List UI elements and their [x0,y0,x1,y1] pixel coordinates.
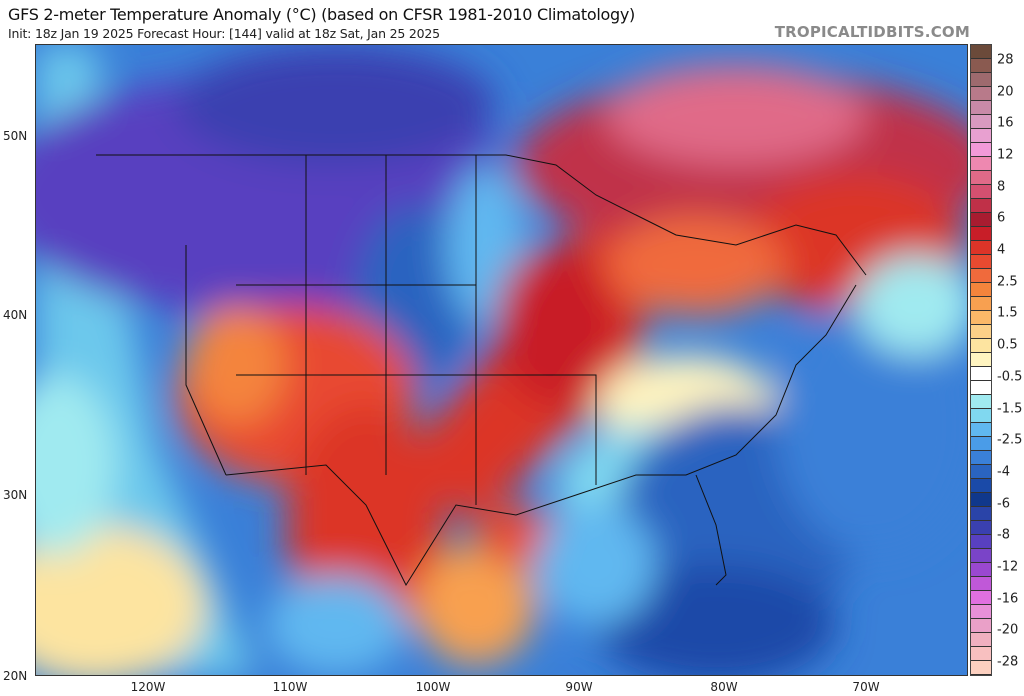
colorbar-segment [971,619,991,633]
colorbar-label: -2.5 [997,432,1023,448]
colorbar-segment [971,605,991,619]
colorbar-segment [971,143,991,157]
colorbar [970,44,992,676]
colorbar-segment [971,297,991,311]
colorbar-segment [971,157,991,171]
colorbar-segment [971,339,991,353]
lat-label-20n: 20N [3,669,28,683]
colorbar-segment [971,507,991,521]
colorbar-segment [971,353,991,367]
lat-label-50n: 50N [3,129,28,143]
lon-label-110w: 110W [272,680,308,694]
colorbar-label: -0.5 [997,369,1023,385]
colorbar-segment [971,661,991,675]
lon-label-90w: 90W [565,680,593,694]
colorbar-segment [971,115,991,129]
colorbar-segment [971,367,991,381]
colorbar-segment [971,423,991,437]
colorbar-segment [971,479,991,493]
colorbar-segment [971,535,991,549]
colorbar-segment [971,325,991,339]
colorbar-segment [971,87,991,101]
chart-title: GFS 2-meter Temperature Anomaly (°C) (ba… [8,5,635,24]
colorbar-segment [971,311,991,325]
colorbar-segment [971,633,991,647]
temperature-anomaly-map [35,44,968,676]
colorbar-label: -28 [997,654,1019,670]
political-borders [96,154,867,587]
colorbar-label: -1.5 [997,401,1023,417]
colorbar-label: 4 [997,242,1006,258]
map-field [36,45,967,675]
colorbar-segment [971,241,991,255]
colorbar-segment [971,549,991,563]
colorbar-segment [971,493,991,507]
colorbar-segment [971,577,991,591]
colorbar-label: 0.5 [997,337,1018,353]
lon-label-120w: 120W [130,680,166,694]
colorbar-label: 28 [997,52,1014,68]
colorbar-segment [971,255,991,269]
colorbar-segment [971,59,991,73]
chart-subtitle: Init: 18z Jan 19 2025 Forecast Hour: [14… [8,26,440,41]
colorbar-label: -20 [997,622,1019,638]
colorbar-segment [971,171,991,185]
colorbar-segment [971,283,991,297]
colorbar-segment [971,395,991,409]
colorbar-segment [971,647,991,661]
colorbar-segment [971,101,991,115]
colorbar-segment [971,563,991,577]
colorbar-segment [971,227,991,241]
anomaly-shading [36,45,967,675]
colorbar-segment [971,129,991,143]
brand-logo-text[interactable]: TROPICALTIDBITS.COM [774,23,970,41]
colorbar-label: -6 [997,496,1010,512]
colorbar-segment [971,185,991,199]
colorbar-label: -8 [997,527,1010,543]
colorbar-segment [971,451,991,465]
colorbar-segment [971,521,991,535]
colorbar-label: 20 [997,84,1014,100]
colorbar-segment [971,437,991,451]
colorbar-segment [971,45,991,59]
colorbar-label: 1.5 [997,305,1018,321]
colorbar-segment [971,591,991,605]
colorbar-label: 6 [997,210,1006,226]
colorbar-segment [971,73,991,87]
colorbar-label: 12 [997,147,1014,163]
colorbar-label: 2.5 [997,274,1018,290]
lat-label-40n: 40N [3,308,28,322]
colorbar-label: 16 [997,115,1014,131]
colorbar-segment [971,199,991,213]
colorbar-label: -12 [997,559,1019,575]
colorbar-segment [971,465,991,479]
colorbar-segment [971,381,991,395]
colorbar-label: 8 [997,179,1006,195]
lon-label-80w: 80W [710,680,738,694]
colorbar-segment [971,269,991,283]
colorbar-segment [971,213,991,227]
colorbar-label: -16 [997,591,1019,607]
lon-label-100w: 100W [415,680,451,694]
colorbar-label: -4 [997,464,1010,480]
lon-label-70w: 70W [852,680,880,694]
lat-label-30n: 30N [3,488,28,502]
colorbar-segment [971,409,991,423]
